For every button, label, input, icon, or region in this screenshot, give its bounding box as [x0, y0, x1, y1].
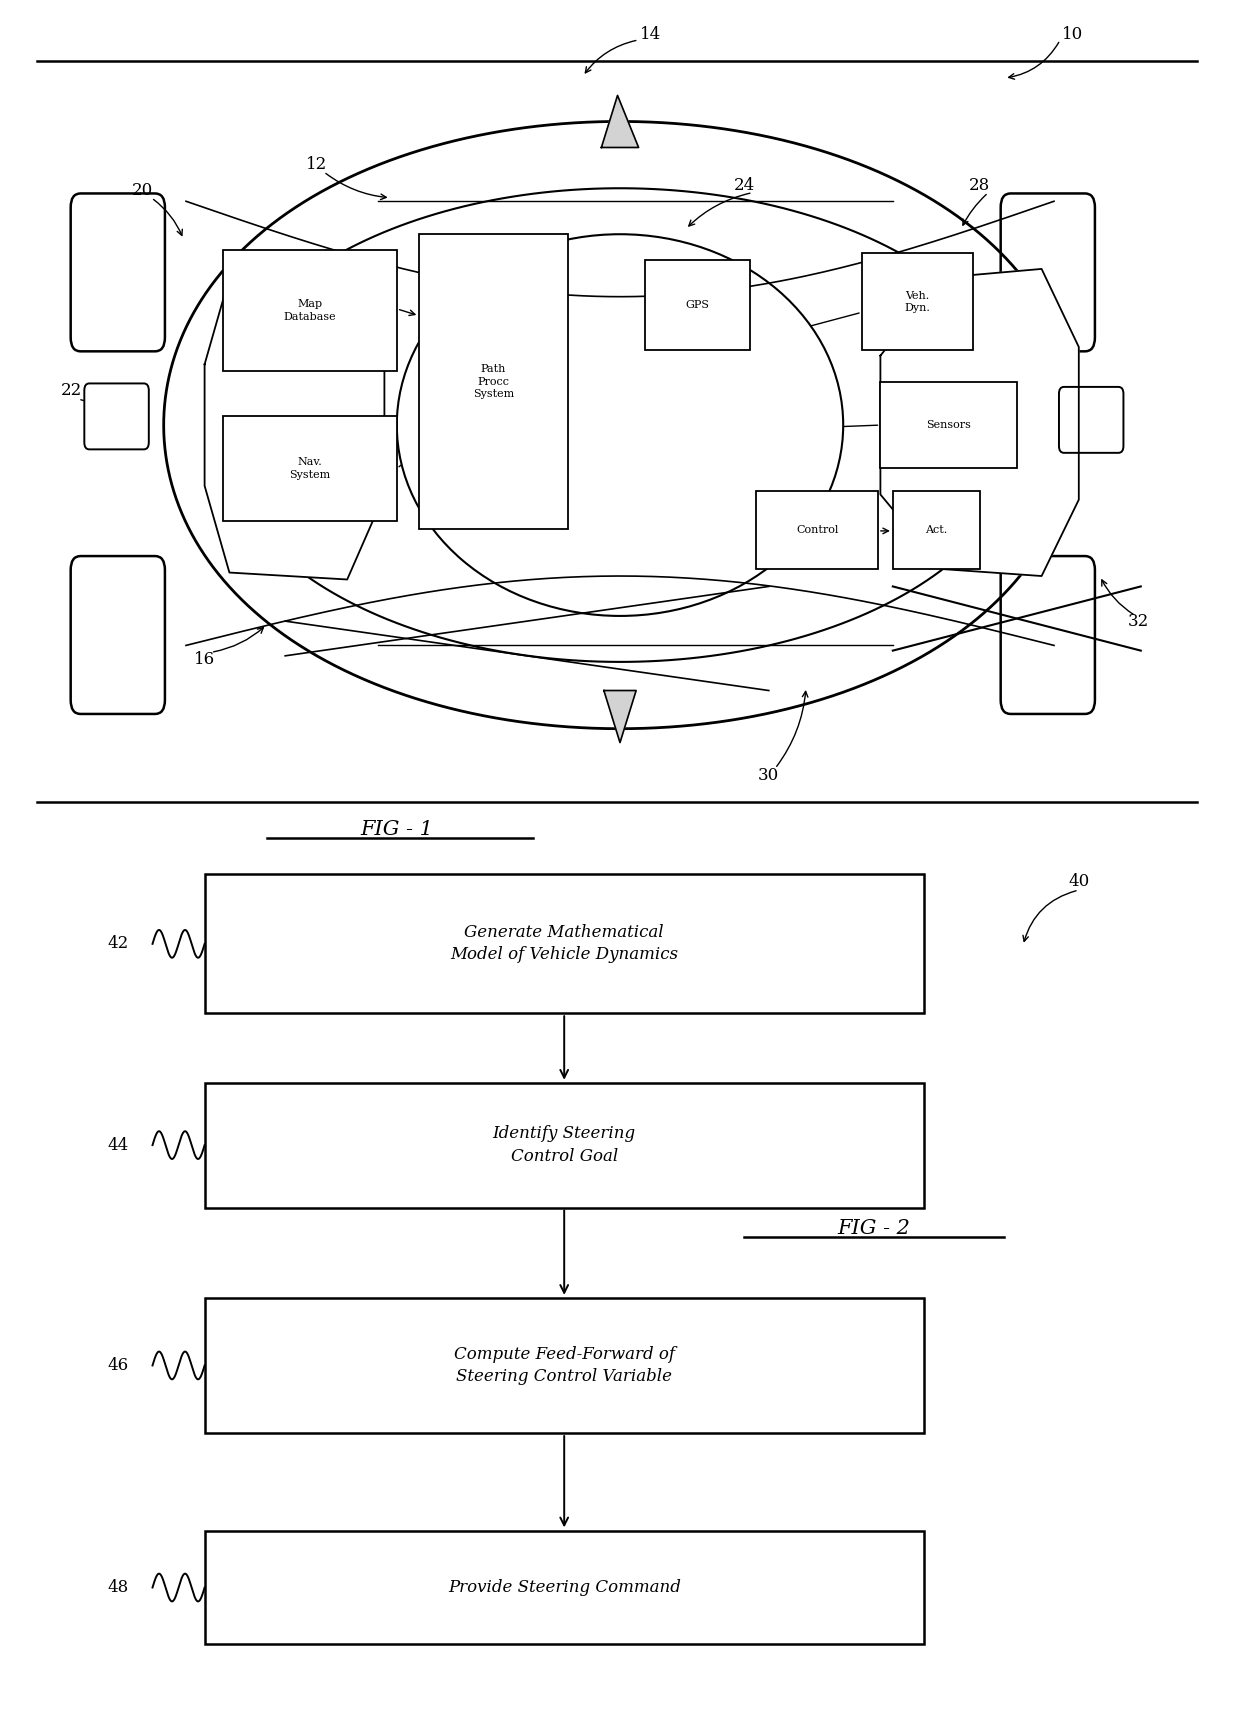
FancyBboxPatch shape — [645, 260, 750, 350]
FancyBboxPatch shape — [205, 1530, 924, 1645]
FancyBboxPatch shape — [84, 383, 149, 449]
Text: Sensors: Sensors — [926, 420, 971, 430]
FancyBboxPatch shape — [1001, 194, 1095, 350]
FancyBboxPatch shape — [880, 382, 1017, 468]
Text: 32: 32 — [1127, 612, 1149, 630]
FancyBboxPatch shape — [71, 194, 165, 350]
Text: Veh.
Dyn.: Veh. Dyn. — [905, 291, 930, 312]
Polygon shape — [205, 264, 384, 579]
Text: Identify Steering
Control Goal: Identify Steering Control Goal — [492, 1126, 636, 1164]
Text: 48: 48 — [107, 1579, 129, 1596]
Text: Control: Control — [796, 526, 838, 534]
Polygon shape — [604, 691, 636, 743]
Polygon shape — [213, 189, 1027, 661]
FancyBboxPatch shape — [1059, 387, 1123, 453]
Text: Act.: Act. — [925, 526, 947, 534]
Text: GPS: GPS — [686, 300, 709, 311]
Text: 20: 20 — [131, 182, 154, 200]
Text: Provide Steering Command: Provide Steering Command — [448, 1579, 681, 1596]
Polygon shape — [601, 95, 639, 147]
Polygon shape — [880, 269, 1079, 576]
Text: FIG - 2: FIG - 2 — [838, 1220, 910, 1237]
Text: 14: 14 — [640, 26, 662, 43]
Polygon shape — [164, 121, 1076, 729]
FancyBboxPatch shape — [862, 253, 973, 350]
Text: 28: 28 — [968, 177, 991, 194]
Text: 30: 30 — [758, 767, 780, 784]
Text: 12: 12 — [305, 156, 327, 174]
FancyBboxPatch shape — [893, 491, 980, 569]
Text: 22: 22 — [61, 382, 83, 399]
Text: 42: 42 — [107, 935, 129, 953]
Text: 10: 10 — [1061, 26, 1084, 43]
Text: Nav.
System: Nav. System — [289, 458, 331, 479]
Text: 24: 24 — [733, 177, 755, 194]
Text: Path
Procc
System: Path Procc System — [472, 364, 515, 399]
Text: 40: 40 — [1068, 873, 1090, 890]
Ellipse shape — [397, 234, 843, 616]
Text: 44: 44 — [107, 1136, 129, 1154]
FancyBboxPatch shape — [205, 874, 924, 1013]
Text: Map
Database: Map Database — [284, 300, 336, 321]
FancyBboxPatch shape — [419, 234, 568, 529]
FancyBboxPatch shape — [71, 555, 165, 715]
Text: 16: 16 — [193, 651, 216, 668]
FancyBboxPatch shape — [223, 250, 397, 371]
FancyBboxPatch shape — [223, 416, 397, 520]
Text: 26: 26 — [968, 281, 991, 298]
FancyBboxPatch shape — [205, 1083, 924, 1208]
FancyBboxPatch shape — [1001, 555, 1095, 715]
FancyBboxPatch shape — [205, 1298, 924, 1433]
Text: Generate Mathematical
Model of Vehicle Dynamics: Generate Mathematical Model of Vehicle D… — [450, 925, 678, 963]
Text: Compute Feed-Forward of
Steering Control Variable: Compute Feed-Forward of Steering Control… — [454, 1346, 675, 1385]
FancyBboxPatch shape — [756, 491, 878, 569]
Text: 46: 46 — [107, 1357, 129, 1374]
Text: FIG - 1: FIG - 1 — [361, 821, 433, 838]
